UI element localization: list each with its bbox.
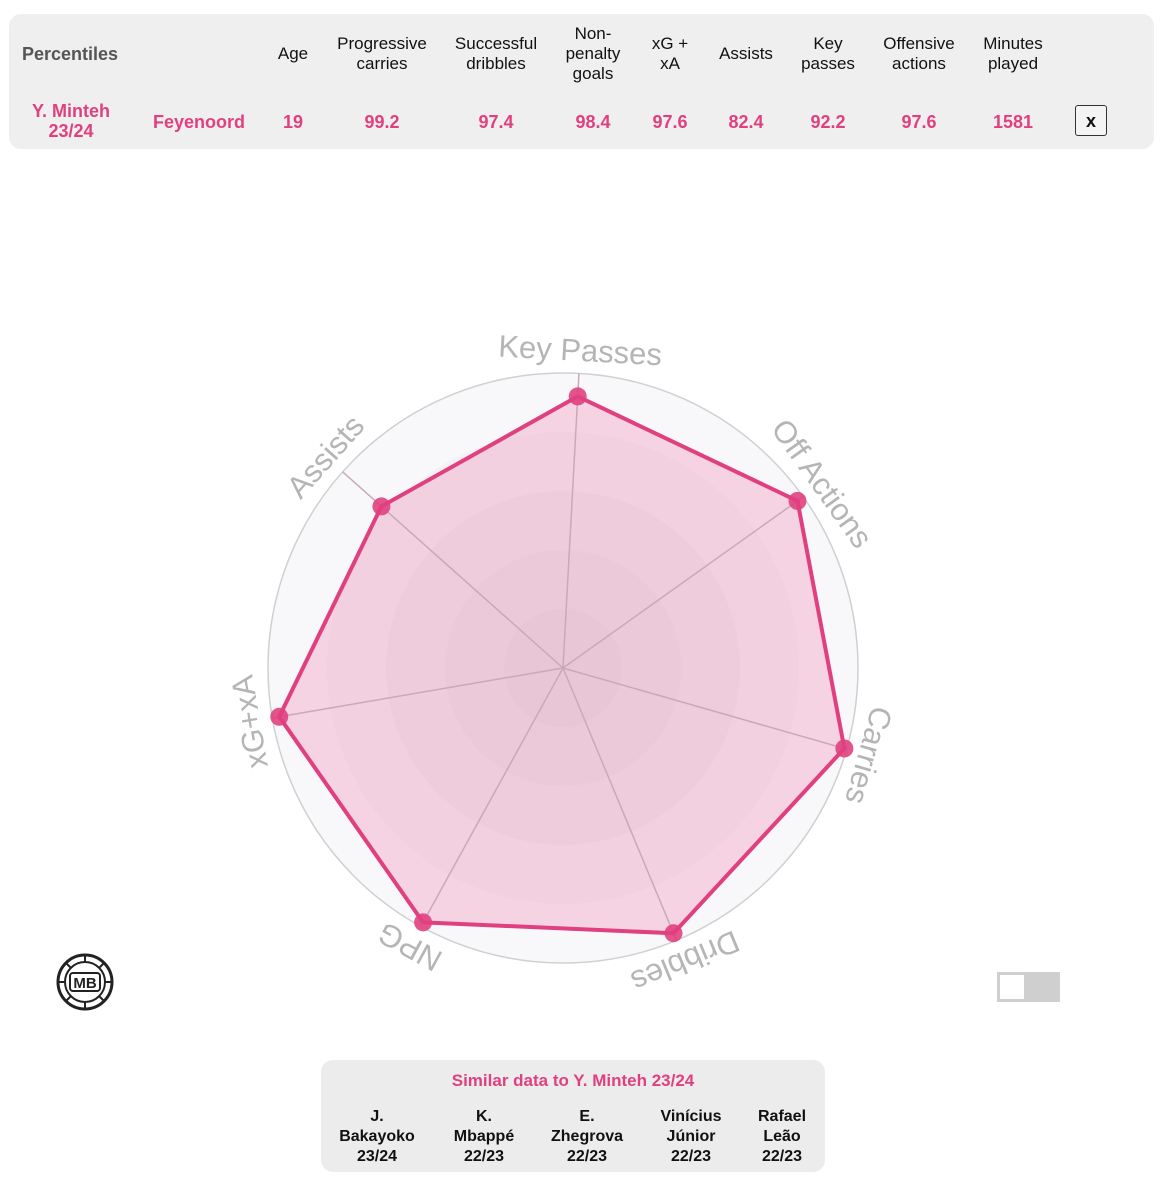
radar-axis-label-5: xG+xA xyxy=(224,672,274,771)
header-successful-dribbles: Successful dribbles xyxy=(454,34,538,73)
radar-point-4[interactable] xyxy=(414,913,433,932)
radar-spoke-0 xyxy=(562,373,580,669)
value-non-penalty-goals: 98.4 xyxy=(575,112,611,132)
table-title: Percentiles xyxy=(22,44,119,64)
header-assists: Assists xyxy=(719,44,773,63)
radar-point-2[interactable] xyxy=(835,739,854,758)
radar-spoke-3 xyxy=(562,667,678,941)
similar-player-5[interactable]: Rafael Leão 22/23 xyxy=(757,1108,807,1165)
value-assists: 82.4 xyxy=(728,112,764,132)
similar-player-4[interactable]: Vinícius Júnior 22/23 xyxy=(660,1108,722,1165)
radar-axis-label-0: Key Passes xyxy=(498,329,663,373)
radar-point-1[interactable] xyxy=(788,491,807,510)
radar-area xyxy=(279,396,845,934)
radar-spoke-2 xyxy=(562,667,847,750)
value-xg-xa: 97.6 xyxy=(652,112,688,132)
header-non-penalty-goals: Non- penalty goals xyxy=(565,24,621,83)
header-xg-xa: xG + xA xyxy=(651,34,689,73)
header-progressive-carries: Progressive carries xyxy=(337,34,427,73)
header-minutes-played: Minutes played xyxy=(983,34,1043,73)
header-key-passes: Key passes xyxy=(801,34,855,73)
value-minutes-played: 1581 xyxy=(992,112,1034,132)
similar-player-3[interactable]: E. Zhegrova 22/23 xyxy=(550,1108,624,1165)
radar-spoke-4 xyxy=(420,667,564,927)
radar-point-0[interactable] xyxy=(568,387,587,406)
value-successful-dribbles: 97.4 xyxy=(478,112,514,132)
svg-text:MB: MB xyxy=(73,975,96,992)
percentiles-table: Percentiles Age Progressive carries Succ… xyxy=(9,14,1154,149)
similar-players-panel: Similar data to Y. Minteh 23/24 J. Bakay… xyxy=(321,1060,825,1172)
toggle-knob xyxy=(1000,975,1024,999)
radar-spoke-5 xyxy=(272,667,564,719)
similar-title: Similar data to Y. Minteh 23/24 xyxy=(451,1071,695,1090)
header-offensive-actions: Offensive actions xyxy=(883,34,955,73)
remove-player-button[interactable]: x xyxy=(1075,105,1107,136)
radar-point-5[interactable] xyxy=(270,707,289,726)
similar-player-2[interactable]: K. Mbappé 22/23 xyxy=(453,1108,515,1165)
similar-player-1[interactable]: J. Bakayoko 23/24 xyxy=(339,1108,415,1165)
value-key-passes: 92.2 xyxy=(810,112,846,132)
view-toggle[interactable] xyxy=(997,972,1060,1002)
radar-series-line xyxy=(277,394,847,936)
radar-spoke-1 xyxy=(562,496,804,669)
player-name: Y. Minteh 23/24 xyxy=(31,101,111,141)
header-age: Age xyxy=(277,44,309,63)
value-progressive-carries: 99.2 xyxy=(364,112,400,132)
player-club: Feyenoord xyxy=(152,112,246,132)
value-offensive-actions: 97.6 xyxy=(901,112,937,132)
radar-point-6[interactable] xyxy=(372,497,391,516)
value-age: 19 xyxy=(282,112,304,132)
radar-point-3[interactable] xyxy=(664,924,683,943)
mb-logo: MB xyxy=(56,953,114,1011)
